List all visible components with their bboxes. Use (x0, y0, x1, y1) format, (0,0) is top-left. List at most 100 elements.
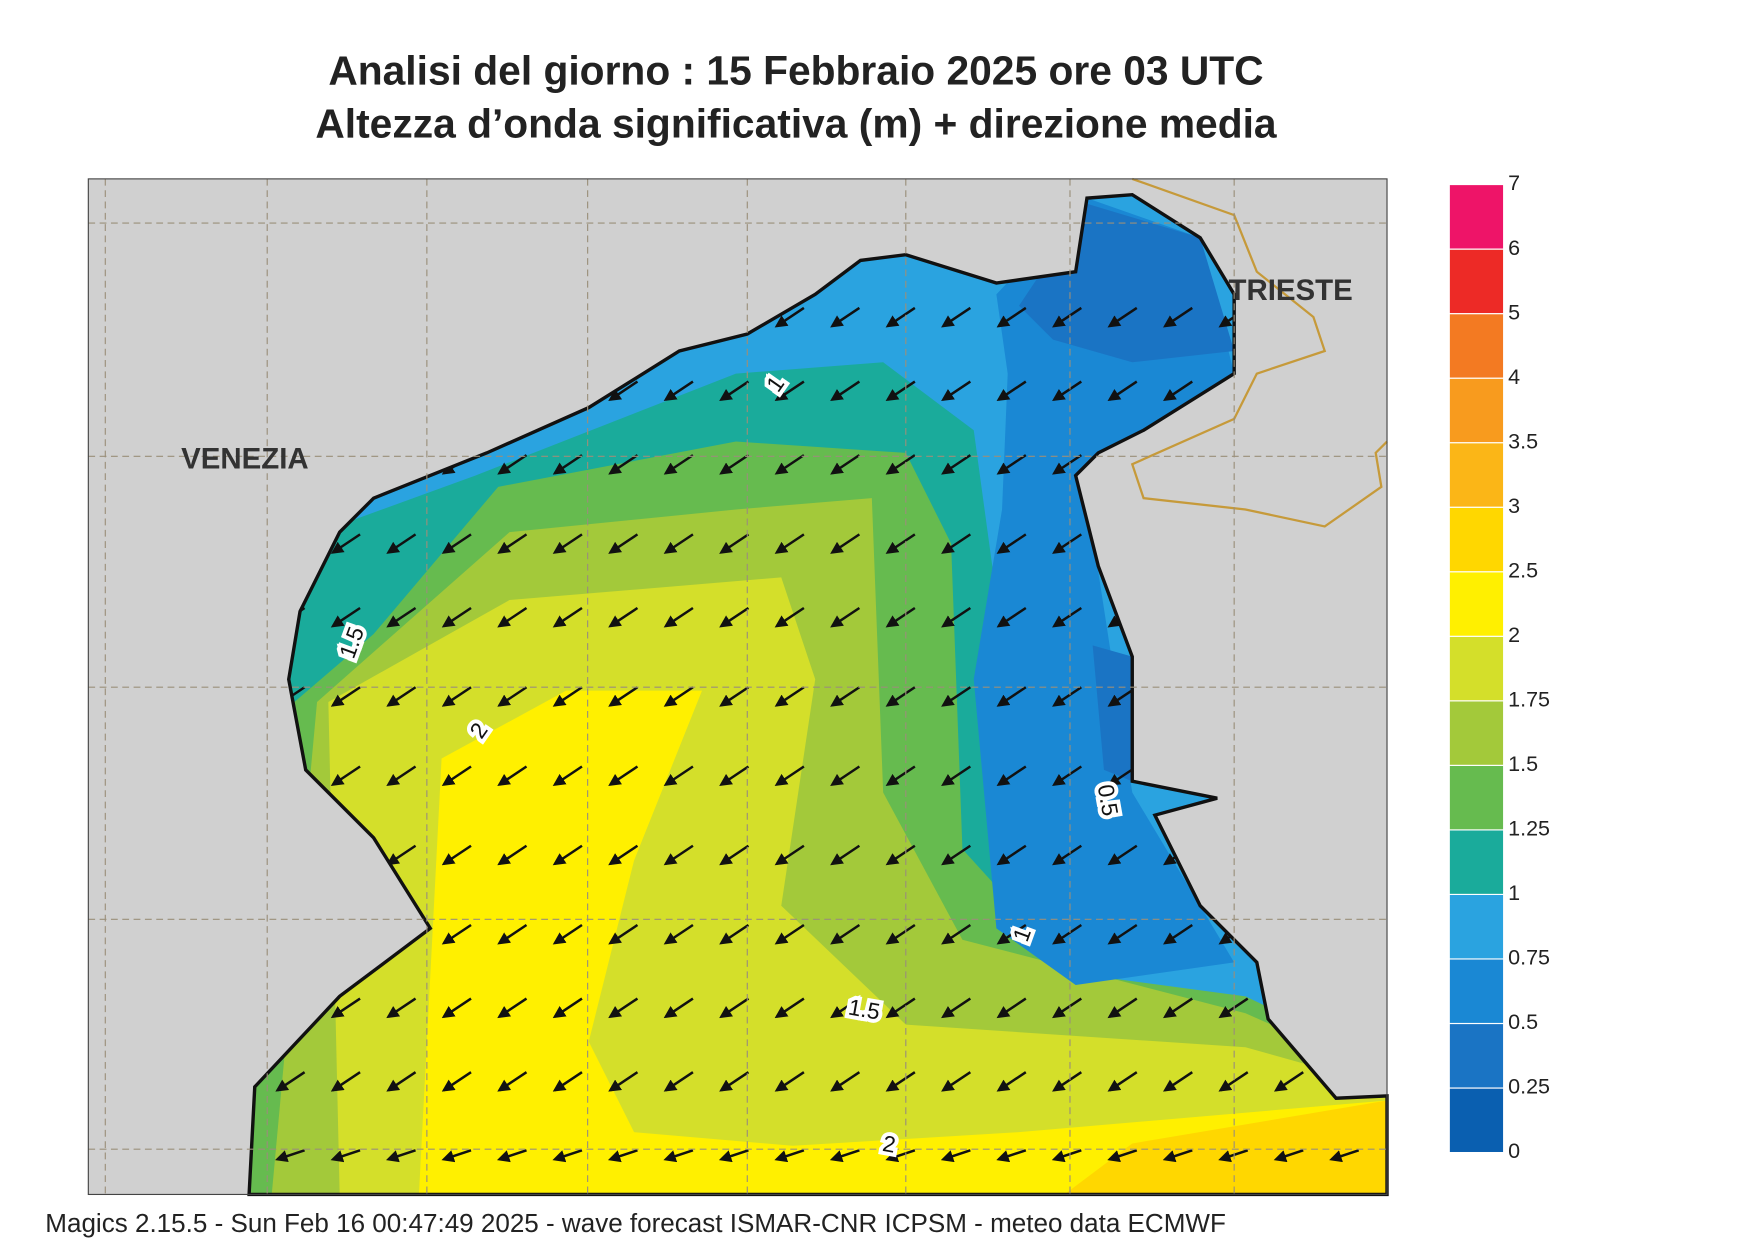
place-label: TRIESTE (1229, 274, 1353, 307)
wave-arrow (441, 686, 472, 707)
wave-arrow (830, 923, 861, 945)
wave-arrow (1107, 380, 1138, 402)
wave-arrow (386, 765, 417, 786)
wave-arrow (552, 1149, 583, 1163)
wave-arrow (1052, 606, 1082, 628)
wave-arrow (1052, 923, 1082, 945)
wave-arrow (996, 533, 1027, 554)
colorbar-label: 0 (1508, 1139, 1520, 1163)
wave-arrow (996, 454, 1027, 475)
wave-arrow (608, 1071, 639, 1092)
wave-arrow (441, 765, 472, 786)
wave-arrow (774, 380, 805, 402)
colorbar: 0 0.25 0.5 0.75 1 1.25 1.5 1.75 2 2.5 3 3.5 4 5 6 7 (1448, 171, 1550, 1163)
wave-arrow (1273, 1071, 1304, 1092)
wave-arrow (663, 844, 694, 866)
colorbar-label: 3.5 (1508, 429, 1538, 453)
wave-arrow (552, 686, 583, 707)
wave-arrow (330, 997, 361, 1019)
wave-arrow (774, 997, 805, 1019)
wave-arrow (830, 765, 861, 786)
wave-arrow (996, 686, 1027, 707)
wave-arrow (1163, 380, 1193, 402)
wave-arrow (830, 997, 861, 1019)
wave-arrow (830, 606, 861, 628)
wave-arrow (885, 454, 916, 475)
subtitle: Altezza d’onda significativa (m) + direz… (315, 101, 1277, 147)
wave-arrow (497, 686, 528, 707)
wave-arrow (497, 765, 528, 786)
border (1130, 177, 1388, 528)
colorbar-label: 7 (1508, 171, 1520, 195)
wave-arrow (663, 765, 694, 786)
wave-arrow (941, 765, 972, 786)
colorbar-label: 0.5 (1508, 1010, 1538, 1034)
wave-arrow (441, 1149, 472, 1163)
wave-arrow (441, 533, 472, 554)
wave-arrow (552, 923, 583, 945)
wave-arrow (996, 380, 1027, 402)
wave-arrow (552, 454, 583, 475)
colorbar-label: 6 (1508, 236, 1520, 260)
wave-arrow (996, 844, 1027, 866)
wave-arrow (885, 997, 916, 1019)
wave-arrow (663, 1149, 694, 1163)
wave-arrow (830, 1071, 861, 1092)
wave-arrow (941, 306, 972, 328)
wave-arrow (1052, 454, 1082, 475)
wave-arrow (608, 844, 639, 866)
wave-arrow (386, 1149, 416, 1163)
wave-arrow (1107, 1149, 1138, 1163)
wave-arrow (941, 454, 972, 475)
wave-arrow (941, 380, 972, 402)
wave-arrow (1107, 306, 1138, 328)
wave-arrow (663, 533, 694, 554)
wave-arrow (608, 454, 639, 475)
wave-arrow (830, 454, 861, 475)
wave-arrow (719, 454, 750, 475)
wave-arrow (441, 923, 472, 945)
colorbar-label: 1.5 (1508, 752, 1538, 776)
colorbar-label: 1.25 (1508, 817, 1550, 841)
colorbar-swatch (1448, 829, 1505, 895)
wave-arrow (1052, 686, 1082, 707)
wave-arrow (496, 1149, 527, 1163)
wave-arrow (941, 686, 972, 707)
wave-arrow (1107, 1071, 1138, 1092)
wave-arrow (774, 454, 805, 475)
wave-arrow (497, 997, 528, 1019)
wave-arrow (663, 454, 694, 475)
wave-arrow (330, 1149, 361, 1163)
wave-arrow (608, 380, 639, 402)
wave-arrow (774, 1071, 805, 1092)
wave-arrow (497, 454, 528, 475)
colorbar-label: 1.75 (1508, 688, 1550, 712)
wave-arrow (1052, 306, 1082, 328)
wave-arrow (1163, 997, 1193, 1019)
wave-arrow (774, 606, 805, 628)
wave-arrow (330, 533, 361, 554)
wave-arrow (663, 923, 694, 945)
wave-arrow (552, 1071, 583, 1092)
wave-arrow (1329, 1149, 1360, 1163)
wave-arrow (718, 1149, 749, 1163)
wave-arrow (497, 1071, 528, 1092)
wave-arrow (497, 923, 528, 945)
wave-arrow (1052, 1071, 1082, 1092)
wave-arrow (607, 1149, 638, 1163)
wave-arrow (830, 306, 861, 328)
wave-arrow (774, 923, 805, 945)
wave-arrow (386, 533, 417, 554)
wave-arrow (663, 1071, 694, 1092)
colorbar-label: 1 (1508, 881, 1520, 905)
wave-arrow (719, 606, 750, 628)
wave-arrow (885, 306, 916, 328)
wave-arrow (608, 923, 639, 945)
wave-arrow (996, 765, 1027, 786)
wave-arrow (441, 606, 472, 628)
wave-arrow (885, 923, 916, 945)
wave-arrow (552, 533, 583, 554)
wave-arrow (719, 686, 750, 707)
